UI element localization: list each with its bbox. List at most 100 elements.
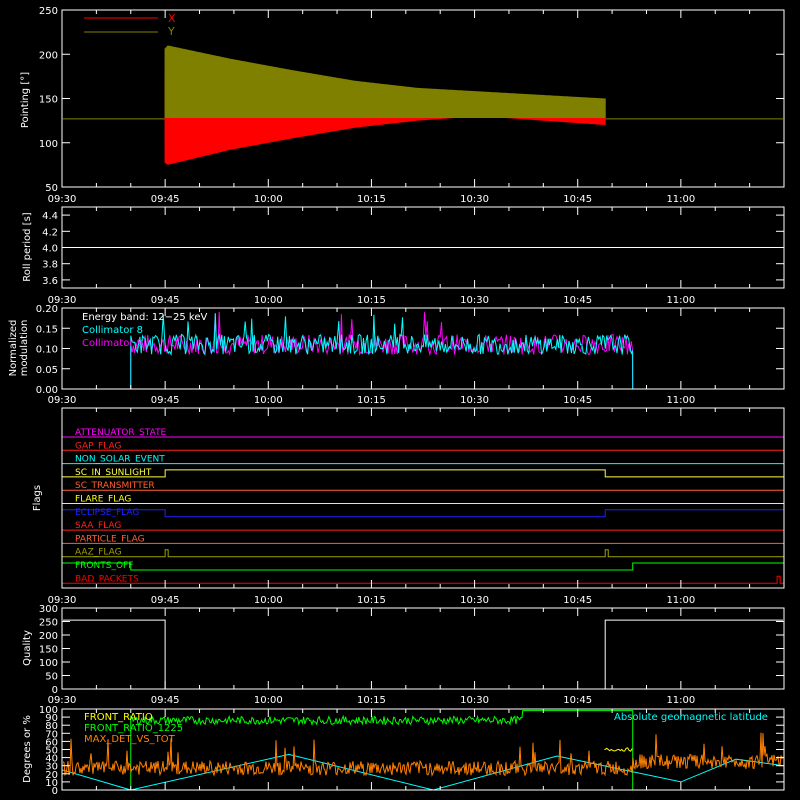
x-tick-label: 09:30 — [48, 595, 77, 606]
quality-ylabel: Quality — [22, 630, 33, 666]
y-tick-label: 150 — [39, 645, 58, 656]
y-tick-label: 250 — [39, 618, 58, 629]
roll-period-panel: 09:30 09:45 10:00 10:15 10:30 10:45 11:00 3.6 3.… — [22, 206, 785, 306]
flag-line — [62, 469, 784, 478]
x-tick-label: 11:00 — [666, 295, 695, 306]
y-tick-label: 200 — [39, 631, 58, 642]
flag-label: PARTICLE_FLAG — [75, 534, 145, 544]
x-tick-label: 09:45 — [151, 395, 180, 406]
flags-panel: ATTENUATOR_STATE GAP_FLAG NON_SOLAR_EVENT S… — [32, 407, 785, 606]
x-tick-label: 10:30 — [460, 194, 489, 205]
x-tick-label: 09:30 — [48, 194, 77, 205]
geomag-latitude-legend: Absolute geomagnetic latitude — [614, 712, 768, 723]
y-tick-label: 0.15 — [36, 324, 58, 335]
x-tick-label: 09:45 — [151, 194, 180, 205]
y-tick-label: 80 — [45, 721, 58, 732]
pointing-panel: 09:30 09:45 10:00 10:15 10:30 10:45 11:00 50 100… — [20, 6, 785, 205]
quality-panel: 09:30 09:45 10:00 10:15 10:30 10:45 11:00 0 50 10… — [22, 604, 785, 706]
y-tick-label: 60 — [45, 737, 58, 748]
y-tick-label: 0 — [52, 786, 58, 797]
modulation-ylabel-1: Normalized — [8, 320, 19, 377]
x-tick-label: 09:45 — [151, 295, 180, 306]
x-tick-label: 10:00 — [254, 295, 283, 306]
flag-label: BAD_PACKETS — [75, 574, 139, 584]
y-tick-label: 200 — [39, 50, 58, 61]
y-tick-label: 0.00 — [36, 385, 58, 396]
x-tick-label: 10:45 — [563, 194, 592, 205]
collimator-8-legend: Collimator 8 — [82, 325, 143, 336]
x-tick-label: 09:45 — [151, 595, 180, 606]
flag-label: GAP_FLAG — [75, 441, 121, 451]
y-tick-label: 10 — [45, 778, 58, 789]
x-tick-label: 10:30 — [460, 595, 489, 606]
x-tick-label: 10:00 — [254, 395, 283, 406]
legend-y-label: Y — [167, 25, 175, 38]
y-tick-label: 50 — [45, 672, 58, 683]
flags-frame — [61, 407, 785, 589]
y-tick-label: 4.4 — [42, 211, 58, 222]
y-tick-label: 40 — [45, 754, 58, 765]
front-ratio-1225-legend: FRONT_RATIO_1225 — [84, 723, 183, 734]
x-tick-label: 10:15 — [357, 194, 386, 205]
y-tick-label: 0 — [52, 685, 58, 696]
y-tick-label: 100 — [39, 705, 58, 716]
y-tick-label: 30 — [45, 762, 58, 773]
x-tick-label: 09:30 — [48, 695, 77, 706]
x-tick-label: 10:45 — [563, 295, 592, 306]
pointing-ylabel: Pointing [°] — [20, 72, 31, 128]
x-tick-label: 10:00 — [254, 595, 283, 606]
x-tick-label: 10:45 — [563, 595, 592, 606]
ratios-ylabel: Degrees or % — [22, 715, 33, 783]
x-tick-label: 10:00 — [254, 695, 283, 706]
flag-label: SAA_FLAG — [75, 521, 121, 531]
y-tick-label: 150 — [39, 95, 58, 106]
front-ratio-legend: FRONT_RATIO — [84, 712, 153, 723]
collimator-9-legend: Collimator 9 — [82, 338, 143, 349]
x-tick-label: 09:30 — [48, 395, 77, 406]
y-tick-label: 70 — [45, 729, 58, 740]
modulation-ylabel-2: modulation — [19, 320, 30, 377]
modulation-panel: 09:30 09:45 10:00 10:15 10:30 10:45 11:00 0.00 0… — [8, 304, 785, 406]
flag-label: FRONTS_OFF — [75, 561, 133, 571]
y-tick-label: 3.8 — [42, 260, 58, 271]
x-tick-label: 10:15 — [357, 595, 386, 606]
x-tick-label: 09:45 — [151, 695, 180, 706]
y-tick-label: 90 — [45, 713, 58, 724]
y-tick-label: 0.20 — [36, 304, 58, 315]
y-tick-label: 4.0 — [42, 244, 58, 255]
y-tick-label: 20 — [45, 770, 58, 781]
y-tick-label: 50 — [45, 183, 58, 194]
x-tick-label: 10:45 — [563, 395, 592, 406]
x-tick-label: 10:15 — [357, 695, 386, 706]
y-tick-label: 50 — [45, 746, 58, 757]
y-tick-label: 250 — [39, 6, 58, 17]
y-tick-label: 4.2 — [42, 227, 58, 238]
flag-line — [62, 549, 784, 558]
max-det-vs-tot-legend: MAX_DET_VS_TOT — [84, 734, 176, 745]
flags-ylabel: Flags — [32, 485, 43, 511]
y-tick-label: 0.05 — [36, 365, 58, 376]
x-tick-label: 11:00 — [666, 695, 695, 706]
flag-label: FLARE_FLAG — [75, 495, 131, 505]
max-det-vs-tot-line — [62, 732, 784, 778]
y-tick-label: 100 — [39, 139, 58, 150]
x-tick-label: 10:15 — [357, 395, 386, 406]
front-ratio-line — [603, 747, 633, 752]
modulation-collimator-8 — [62, 313, 784, 390]
flag-label: ATTENUATOR_STATE — [75, 428, 167, 438]
y-tick-label: 0.10 — [36, 345, 58, 356]
y-tick-label: 300 — [39, 604, 58, 615]
energy-band-annotation: Energy band: 12−25 keV — [82, 312, 207, 323]
x-tick-label: 10:30 — [460, 295, 489, 306]
flag-line — [61, 562, 785, 571]
roll-period-ylabel: Roll period [s] — [22, 212, 33, 281]
pointing-data — [63, 45, 783, 165]
pointing-series-y — [164, 45, 606, 118]
flag-label: AAZ_FLAG — [75, 548, 122, 558]
x-tick-label: 10:15 — [357, 295, 386, 306]
x-tick-label: 10:30 — [460, 695, 489, 706]
x-tick-label: 09:30 — [48, 295, 77, 306]
front-ratio-1225-line — [62, 710, 784, 791]
